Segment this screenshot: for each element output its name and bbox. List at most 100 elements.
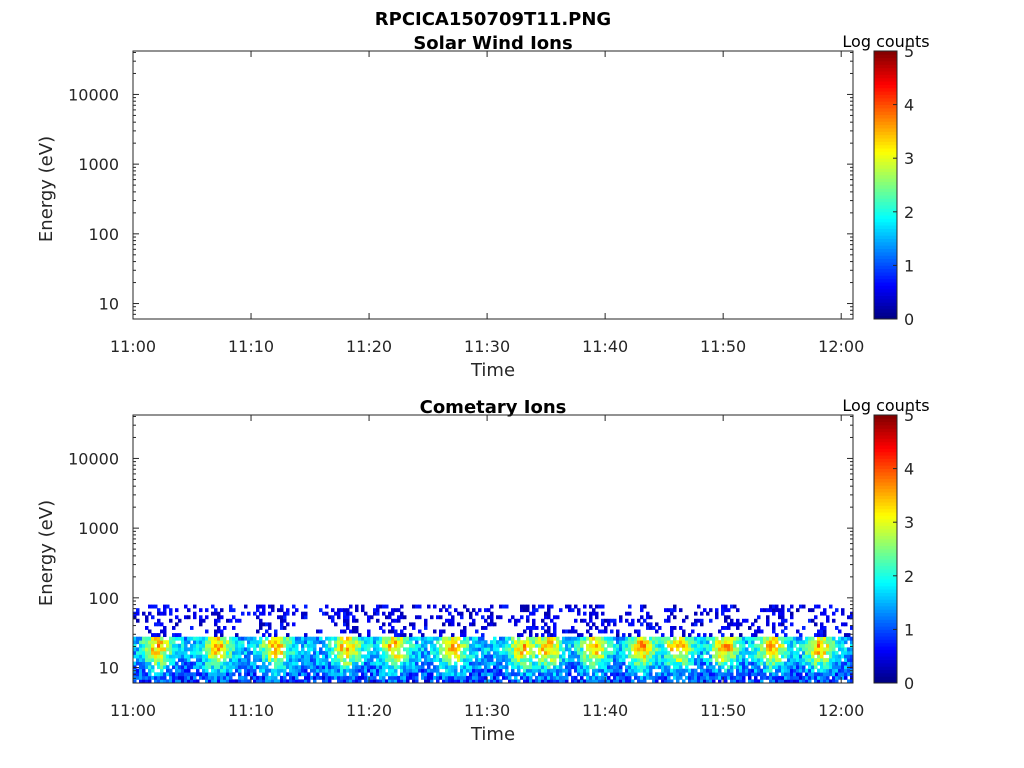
spectrogram-cell <box>244 672 248 677</box>
colorbar-segment <box>874 295 897 300</box>
spectrogram-cell <box>142 647 146 652</box>
spectrogram-cell <box>718 675 722 680</box>
spectrogram-cell <box>784 636 788 641</box>
spectrogram-cell <box>553 643 557 648</box>
spectrogram-cell <box>538 640 542 645</box>
spectrogram-cell <box>184 654 188 659</box>
spectrogram-cell <box>760 647 764 652</box>
spectrogram-cell <box>562 661 566 666</box>
spectrogram-cell <box>808 618 812 623</box>
spectrogram-cell <box>154 647 158 652</box>
spectrogram-cell <box>424 640 428 645</box>
spectrogram-cell <box>592 679 596 684</box>
spectrogram-cell <box>757 665 761 670</box>
spectrogram-cell <box>388 679 392 684</box>
colorbar-segment <box>874 679 897 684</box>
spectrogram-cell <box>466 675 470 680</box>
spectrogram-cell <box>754 679 758 684</box>
spectrogram-cell <box>733 636 737 641</box>
spectrogram-cell <box>793 650 797 655</box>
spectrogram-cell <box>748 672 752 677</box>
spectrogram-cell <box>163 672 167 677</box>
spectrogram-cell <box>418 654 422 659</box>
spectrogram-cell <box>196 679 200 684</box>
spectrogram-cell <box>274 675 278 680</box>
spectrogram-cell <box>661 679 665 684</box>
spectrogram-cell <box>391 636 395 641</box>
spectrogram-cell <box>847 668 851 673</box>
spectrogram-cell <box>643 647 647 652</box>
spectrogram-cell <box>364 636 368 641</box>
colorbar-segment <box>874 262 897 266</box>
spectrogram-cell <box>694 622 698 627</box>
spectrogram-cell <box>187 608 191 613</box>
spectrogram-cell <box>826 665 830 670</box>
panel-title: Cometary Ions <box>420 397 567 418</box>
spectrogram-cell <box>670 679 674 684</box>
spectrogram-cell <box>541 626 545 630</box>
spectrogram-cell <box>292 675 296 680</box>
spectrogram-cell <box>214 665 218 670</box>
spectrogram-cell <box>730 654 734 659</box>
spectrogram-cell <box>133 643 137 648</box>
spectrogram-cell <box>700 675 704 680</box>
spectrogram-cell <box>382 675 386 680</box>
spectrogram-cell <box>280 615 284 620</box>
spectrogram-cell <box>238 672 242 677</box>
spectrogram-cell <box>505 661 509 666</box>
spectrogram-cell <box>583 658 587 662</box>
spectrogram-cell <box>406 647 410 652</box>
spectrogram-cell <box>697 661 701 666</box>
spectrogram-cell <box>775 665 779 670</box>
spectrogram-cell <box>658 672 662 677</box>
spectrogram-cell <box>622 679 626 684</box>
spectrogram-cell <box>403 658 407 662</box>
spectrogram-cell <box>550 643 554 648</box>
spectrogram-cell <box>496 647 500 652</box>
spectrogram-cell <box>469 654 473 659</box>
spectrogram-cell <box>382 668 386 673</box>
colorbar-segment <box>874 672 897 677</box>
spectrogram-cell <box>382 679 386 684</box>
spectrogram-cell <box>415 668 419 673</box>
colorbar-segment <box>874 438 897 443</box>
spectrogram-cell <box>166 665 170 670</box>
spectrogram-cell <box>517 640 521 645</box>
spectrogram-cell <box>421 672 425 677</box>
figure-title: RPCICA150709T11.PNG <box>375 9 611 30</box>
spectrogram-cell <box>262 643 266 648</box>
spectrogram-cell <box>775 661 779 666</box>
spectrogram-cell <box>226 665 230 670</box>
spectrogram-cell <box>628 661 632 666</box>
spectrogram-cell <box>697 679 701 684</box>
spectrogram-cell <box>169 654 173 659</box>
spectrogram-cell <box>439 647 443 652</box>
spectrogram-cell <box>187 654 191 659</box>
spectrogram-cell <box>415 679 419 684</box>
spectrogram-cell <box>595 650 599 655</box>
spectrogram-cell <box>712 665 716 670</box>
spectrogram-cell <box>334 675 338 680</box>
spectrogram-cell <box>580 661 584 666</box>
colorbar-segment <box>874 542 897 547</box>
spectrogram-cell <box>163 661 167 666</box>
spectrogram-cell <box>196 654 200 659</box>
spectrogram-cell <box>214 658 218 662</box>
y-tick-label: 100 <box>88 589 119 608</box>
spectrogram-cell <box>187 658 191 662</box>
colorbar-segment <box>874 471 897 476</box>
spectrogram-cell <box>709 654 713 659</box>
spectrogram-cell <box>775 604 779 609</box>
spectrogram-cell <box>661 665 665 670</box>
spectrogram-cell <box>655 654 659 659</box>
spectrogram-cell <box>724 604 728 609</box>
spectrogram-cell <box>142 658 146 662</box>
spectrogram-cell <box>685 636 689 641</box>
spectrogram-cell <box>463 647 467 652</box>
spectrogram-cell <box>223 658 227 662</box>
spectrogram-cell <box>508 675 512 680</box>
spectrogram-cell <box>700 618 704 623</box>
spectrogram-cell <box>280 636 284 641</box>
x-tick-label: 11:40 <box>582 701 628 720</box>
